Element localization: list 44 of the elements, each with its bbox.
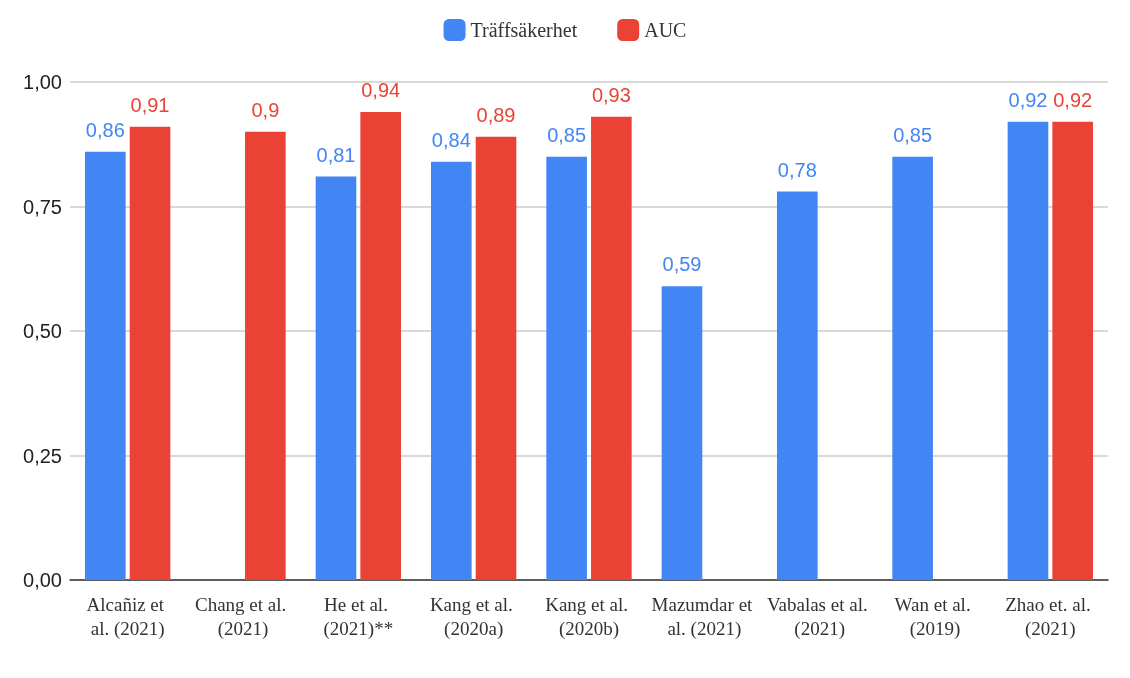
bar [430,161,472,580]
bar [129,126,171,580]
data-label: 0,92 [1008,88,1048,111]
bar [475,136,517,580]
data-label: 0,84 [431,128,471,151]
y-tick-label: 0,25 [23,444,62,467]
data-label: 0,94 [361,78,401,101]
data-label: 0,93 [591,83,631,106]
x-tick-label: Chang et al. (2021) [194,593,292,640]
y-tick-label: 0,00 [23,569,62,591]
y-tick-label: 1,00 [23,71,62,93]
data-label: 0,59 [662,253,702,276]
bar [315,176,357,580]
bar [360,111,402,580]
bar [892,156,933,580]
data-label: 0,81 [316,143,356,166]
data-label: 0,85 [893,123,933,146]
data-label: 0,9 [251,98,280,121]
bar [661,286,703,580]
data-label: 0,85 [547,123,587,146]
bar [546,156,587,580]
x-tick-label: He et al. (2021)** [323,593,394,640]
data-label: 0,89 [476,103,516,126]
bar [1052,121,1094,580]
x-tick-label: Alcañiz et al. (2021) [86,593,169,640]
x-tick-label: Kang et al. (2020b) [545,593,633,640]
x-tick-label: Kang et al. (2020a) [429,593,518,640]
data-label: 0,91 [130,93,170,116]
y-tick-label: 0,75 [23,195,62,218]
x-tick-label: Mazumdar et al. (2021) [651,593,758,640]
bar [1007,121,1049,580]
bar [776,191,818,580]
legend-label: Träffsäkerhet [470,19,578,41]
data-label: 0,86 [85,118,125,141]
legend-label: AUC [644,19,687,41]
bar [591,116,632,580]
data-label: 0,78 [777,158,817,181]
bar [84,151,126,580]
x-tick-label: Vabalas et al. (2021) [766,593,873,640]
x-tick-label: Wan et al. (2019) [894,593,976,640]
y-tick-label: 0,50 [23,320,62,342]
x-tick-label: Zhao et. al. (2021) [1005,593,1096,640]
bar [245,131,286,580]
data-label: 0,92 [1053,88,1093,111]
